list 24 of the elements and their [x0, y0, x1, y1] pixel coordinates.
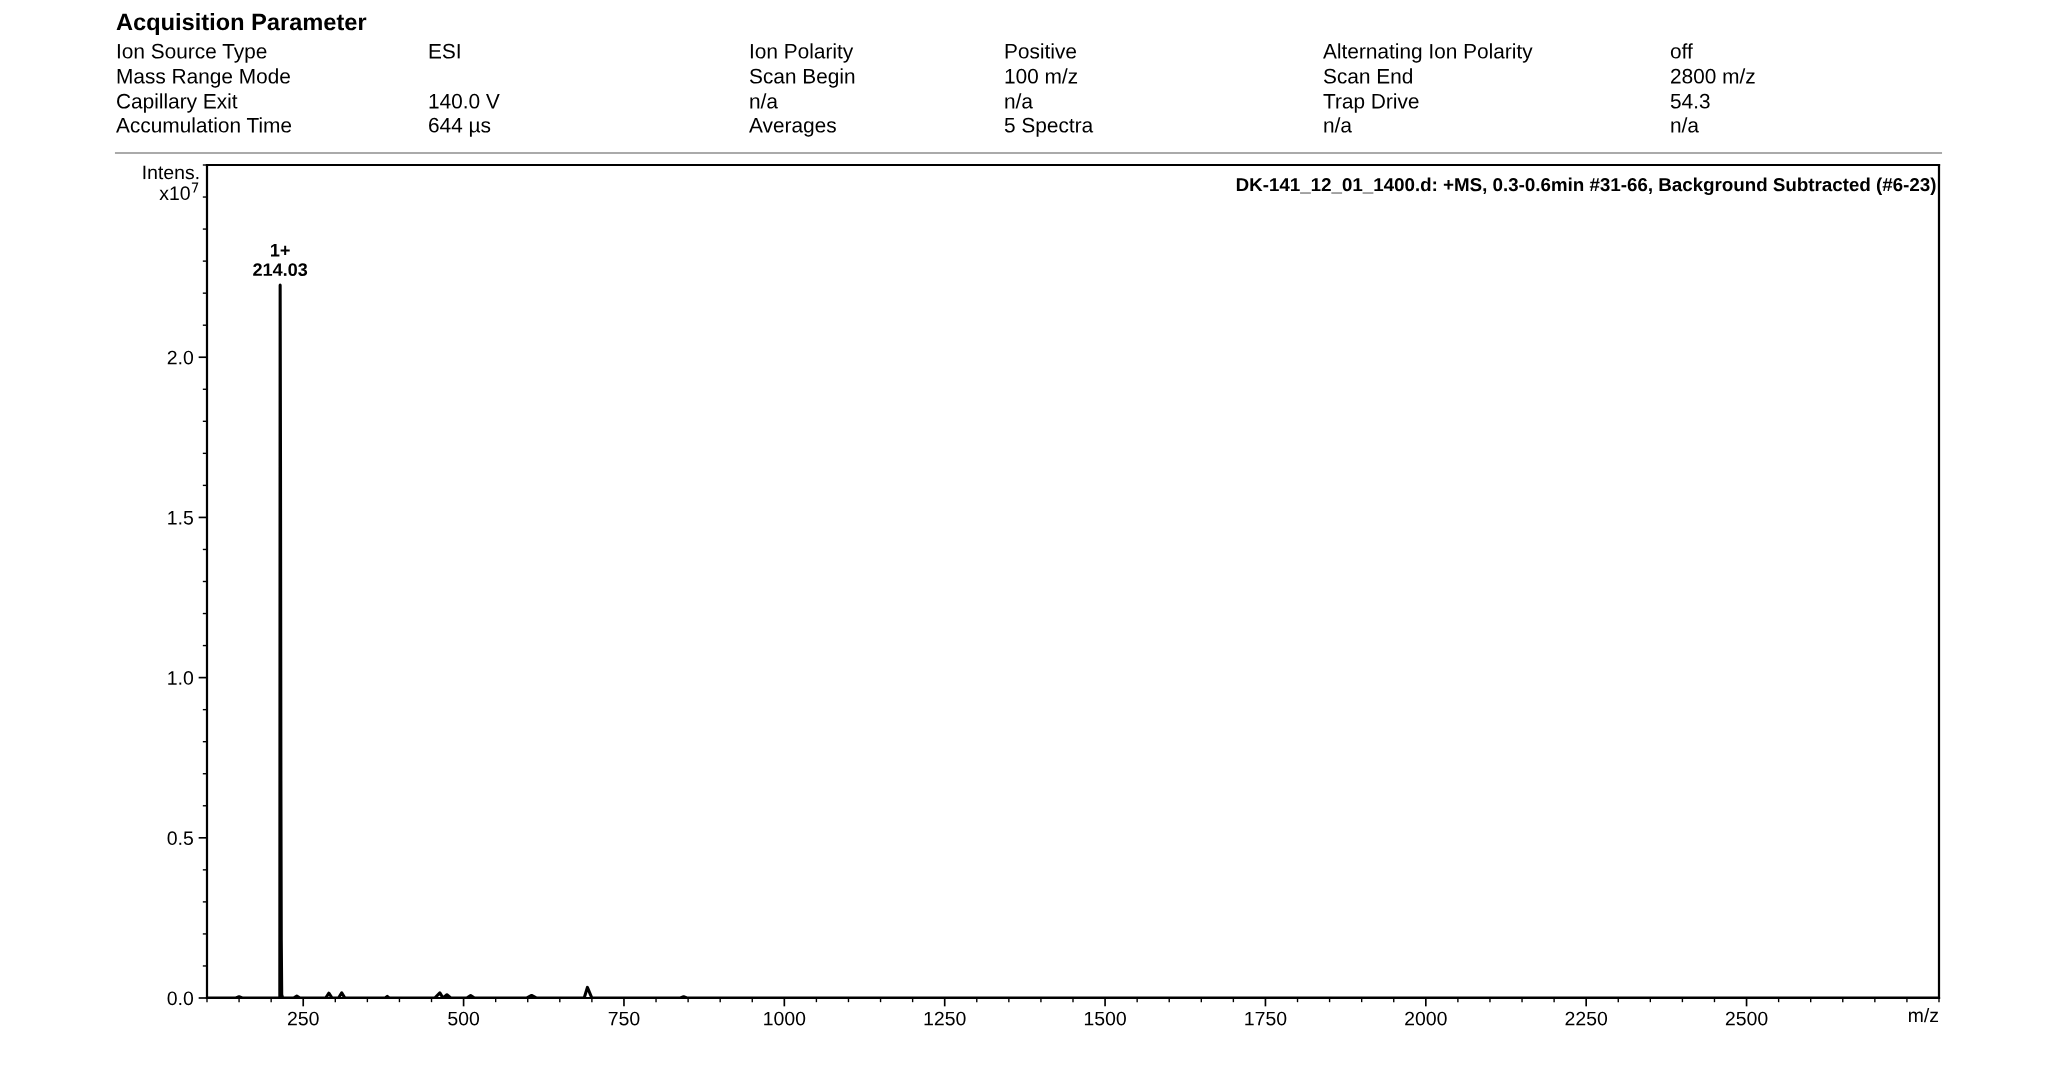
x-tick-label: 500 — [448, 1011, 480, 1026]
x-tick-label: 2500 — [1725, 1011, 1768, 1026]
x-tick-label: 1500 — [1084, 1011, 1126, 1026]
text: Accumulation Time 644 µs Averages 5 Spectra n/a n/a — [116, 117, 1699, 137]
x-tick-label: 750 — [608, 1011, 640, 1026]
x-tick-label: 1750 — [1245, 1011, 1287, 1026]
x-axis-title: m/z — [1908, 1008, 1939, 1023]
x-tick-label: 250 — [287, 1011, 319, 1026]
chart-title: Acquisition Parameter — [116, 13, 367, 36]
annotation: DK-141_12_01_1400.d: +MS, 0.3-0.6min #31-66, Background Subtracted (#6-23) — [1236, 177, 1936, 196]
text: Ion Source Type ESI Ion Polarity Positive Alternating Ion Polarity off — [117, 43, 1693, 63]
annotation: 1+ 214.03 — [253, 243, 308, 277]
y-axis-title: Intens. x10$^{7}$ — [143, 165, 199, 201]
x-tick-label: 2250 — [1565, 1011, 1608, 1026]
x-tick-label: 2000 — [1405, 1011, 1447, 1026]
y-tick-label: 0.5 — [167, 831, 193, 846]
text: Capillary Exit 140.0 V n/a n/a Trap Drive 54.3 — [117, 93, 1710, 113]
y-tick-label: 2.0 — [167, 350, 194, 365]
text: Mass Range Mode Scan Begin 100 m/z Scan End 2800 m/z — [117, 68, 1755, 88]
x-tick-label: 1250 — [924, 1011, 966, 1026]
y-tick-label: 0.0 — [167, 991, 194, 1006]
y-tick-label: 1.5 — [168, 511, 193, 525]
y-tick-label: 1.0 — [168, 671, 194, 685]
x-tick-label: 1000 — [764, 1011, 806, 1026]
